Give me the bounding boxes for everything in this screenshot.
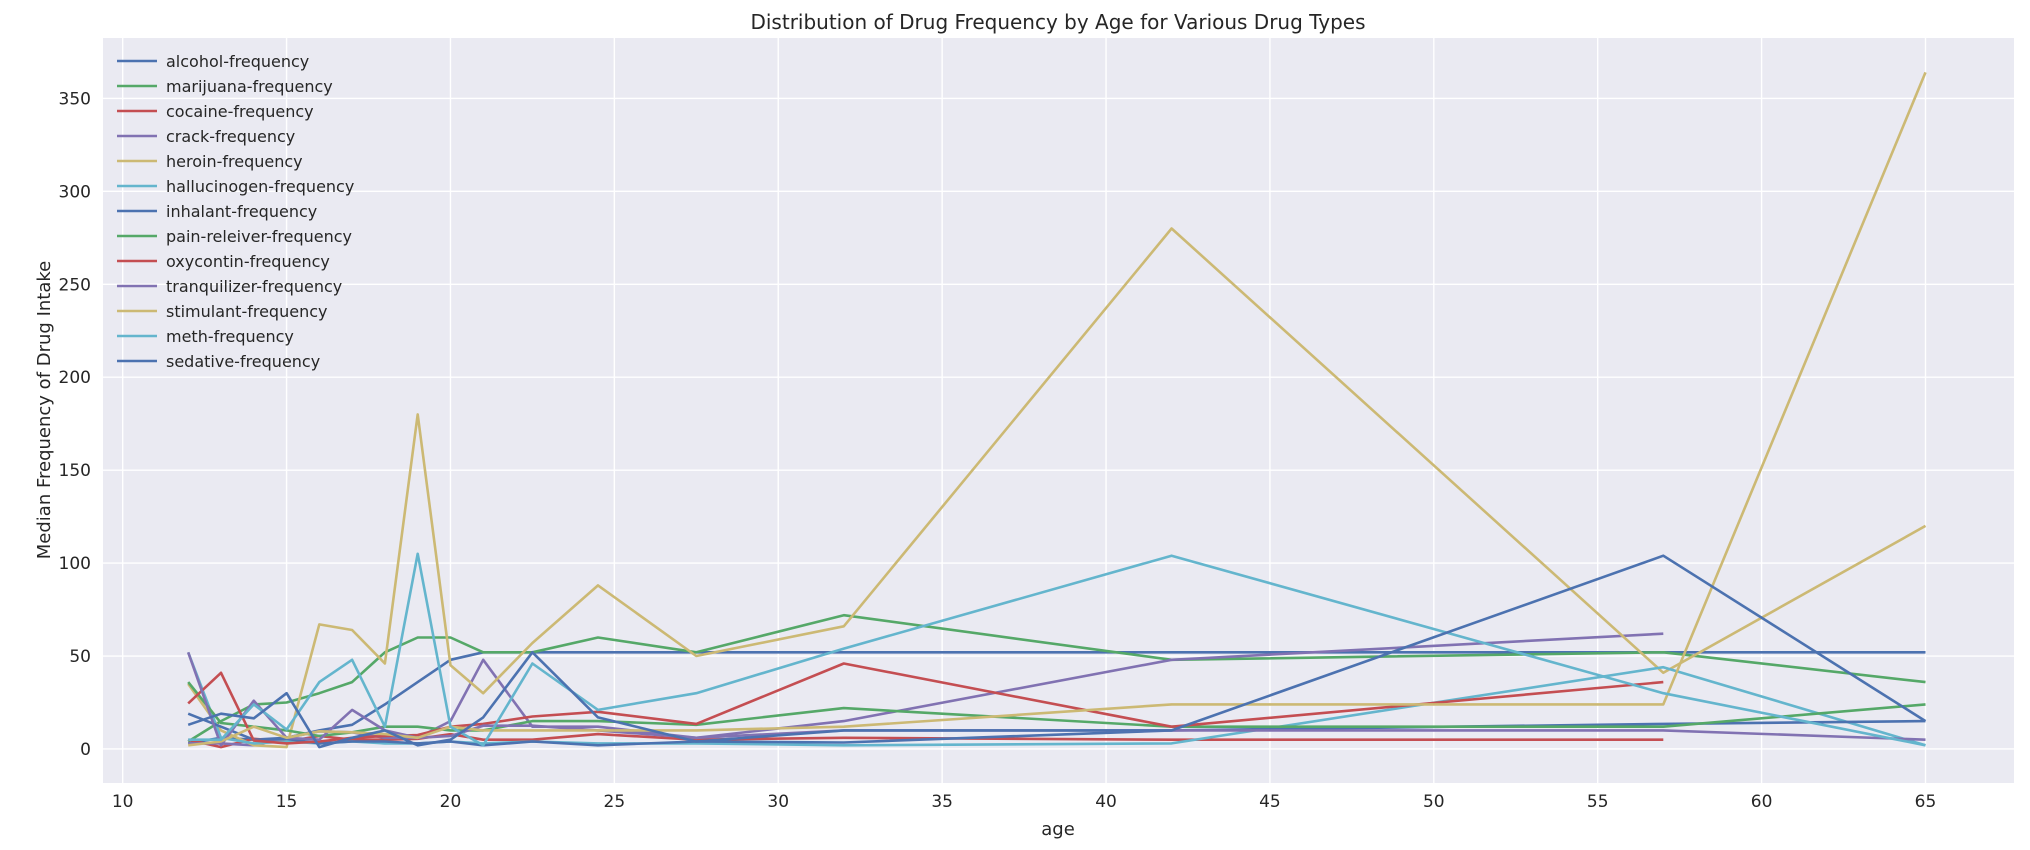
x-axis-ticks: 10 15 20 25 30 35 40 45 50 55 60 65 xyxy=(112,792,1936,812)
series-lines xyxy=(186,71,1927,749)
x-tick-label: 25 xyxy=(604,792,626,812)
legend-label: inhalant-frequency xyxy=(166,202,317,221)
legend-label: crack-frequency xyxy=(166,127,295,146)
series-line-pain-releiver-frequency xyxy=(187,681,1926,738)
x-axis-label: age xyxy=(1041,819,1075,840)
y-tick-label: 200 xyxy=(59,368,91,388)
legend-label: meth-frequency xyxy=(166,327,294,346)
x-tick-label: 50 xyxy=(1423,792,1445,812)
y-tick-label: 50 xyxy=(69,647,91,667)
x-tick-label: 40 xyxy=(1095,792,1117,812)
legend-label: hallucinogen-frequency xyxy=(166,177,354,196)
y-tick-label: 250 xyxy=(59,275,91,295)
series-line-sedative-frequency xyxy=(187,554,1927,749)
series-line-oxycontin-frequency xyxy=(187,662,1664,745)
legend-label: heroin-frequency xyxy=(166,152,303,171)
y-tick-label: 0 xyxy=(80,740,91,760)
plot-area xyxy=(103,38,2014,783)
x-tick-label: 30 xyxy=(767,792,789,812)
series-line-meth-frequency xyxy=(188,552,1926,747)
legend-label: sedative-frequency xyxy=(166,352,320,371)
legend: alcohol-frequency marijuana-frequency coca… xyxy=(117,52,354,371)
y-tick-label: 100 xyxy=(59,554,91,574)
legend-label: stimulant-frequency xyxy=(166,302,327,321)
x-tick-label: 60 xyxy=(1751,792,1773,812)
y-axis-ticks: 0 50 100 150 200 250 300 350 xyxy=(59,89,91,760)
y-tick-label: 150 xyxy=(59,461,91,481)
legend-label: marijuana-frequency xyxy=(166,77,333,96)
x-tick-label: 10 xyxy=(112,792,134,812)
chart-title: Distribution of Drug Frequency by Age fo… xyxy=(750,10,1365,34)
x-tick-label: 45 xyxy=(1259,792,1281,812)
y-tick-label: 350 xyxy=(59,89,91,109)
y-tick-label: 300 xyxy=(59,182,91,202)
legend-label: oxycontin-frequency xyxy=(166,252,330,271)
y-axis-label: Median Frequency of Drug Intake xyxy=(34,261,55,559)
x-tick-label: 55 xyxy=(1587,792,1609,812)
x-tick-label: 65 xyxy=(1915,792,1937,812)
legend-label: cocaine-frequency xyxy=(166,102,314,121)
x-tick-label: 20 xyxy=(440,792,462,812)
x-tick-label: 35 xyxy=(931,792,953,812)
series-line-heroin-frequency xyxy=(187,227,1927,749)
x-tick-label: 15 xyxy=(276,792,298,812)
legend-label: tranquilizer-frequency xyxy=(166,277,342,296)
series-line-inhalant-frequency xyxy=(187,712,1926,747)
legend-label: pain-releiver-frequency xyxy=(166,227,352,246)
legend-label: alcohol-frequency xyxy=(166,52,309,71)
